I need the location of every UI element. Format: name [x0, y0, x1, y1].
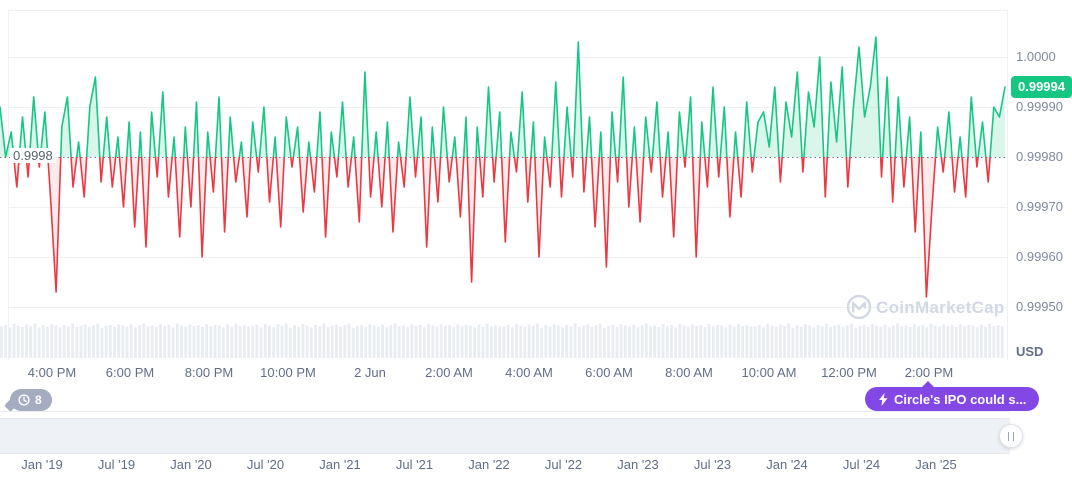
volume-bars — [0, 323, 1004, 358]
coinmarketcap-watermark: CoinMarketCap — [845, 292, 1020, 327]
timeline-date-label: Jan '22 — [468, 457, 510, 472]
history-count: 8 — [35, 393, 42, 407]
x-axis-label: 8:00 AM — [665, 365, 713, 380]
price-line-up — [0, 36, 1006, 157]
lightning-icon — [879, 392, 888, 406]
x-axis-label: 2 Jun — [354, 365, 386, 380]
timeline-date-label: Jul '24 — [842, 457, 881, 472]
timeline-handle[interactable] — [999, 424, 1023, 448]
y-axis-label: 0.99950 — [1016, 299, 1063, 314]
history-badge[interactable]: 8 — [10, 389, 52, 411]
timeline-date-label: Jul '22 — [544, 457, 583, 472]
price-line-down — [4, 157, 991, 298]
timeline-date-label: Jul '21 — [395, 457, 434, 472]
watermark-text: CoinMarketCap — [876, 298, 1005, 317]
timeline-date-label: Jan '20 — [170, 457, 212, 472]
timeline-date-label: Jul '20 — [246, 457, 285, 472]
timeline-date-label: Jan '23 — [617, 457, 659, 472]
y-axis-label: 0.99970 — [1016, 199, 1063, 214]
x-axis-label: 10:00 PM — [260, 365, 316, 380]
baseline-price-label: 0.9998 — [10, 148, 56, 163]
x-axis-label: 8:00 PM — [184, 365, 234, 380]
x-axis-label: 6:00 AM — [585, 365, 633, 380]
x-axis-label: 12:00 PM — [821, 365, 877, 380]
timeline-date-label: Jul '23 — [693, 457, 732, 472]
y-axis-label: 0.99960 — [1016, 249, 1063, 264]
timeline-date-label: Jul '19 — [97, 457, 136, 472]
x-axis-label: 2:00 PM — [904, 365, 954, 380]
x-axis-label: 4:00 AM — [505, 365, 553, 380]
x-axis-label: 2:00 AM — [425, 365, 473, 380]
x-axis-label: 4:00 PM — [27, 365, 77, 380]
news-badge-label: Circle's IPO could s... — [894, 391, 1027, 407]
timeline-date-label: Jan '21 — [319, 457, 361, 472]
timeline-date-label: Jan '24 — [766, 457, 808, 472]
drag-grip-icon — [1008, 431, 1014, 441]
currency-label: USD — [1016, 344, 1044, 359]
price-chart[interactable] — [0, 10, 1008, 360]
x-axis-label: 10:00 AM — [741, 365, 797, 380]
timeline-date-label: Jan '25 — [915, 457, 957, 472]
news-annotation-badge[interactable]: Circle's IPO could s... — [865, 381, 1040, 411]
timeline-date-label: Jan '19 — [21, 457, 63, 472]
timeline-brush[interactable] — [0, 418, 1010, 454]
timeline-separator — [0, 411, 1010, 412]
y-axis-label: 1.0000 — [1016, 49, 1056, 64]
y-axis-label: 0.99980 — [1016, 149, 1063, 164]
coinmarketcap-logo-icon — [846, 294, 872, 320]
annotation-pointer — [921, 381, 935, 388]
gridlines — [8, 10, 1008, 360]
x-axis-label: 6:00 PM — [105, 365, 155, 380]
clock-history-icon — [18, 394, 30, 406]
y-axis-label: 0.99990 — [1016, 99, 1063, 114]
current-price-badge: 0.99994 — [1011, 76, 1072, 98]
